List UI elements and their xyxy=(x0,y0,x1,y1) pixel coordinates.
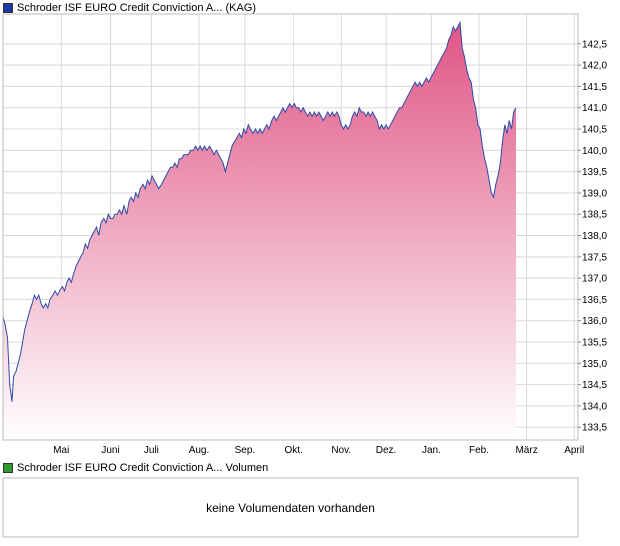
x-tick-label: Feb. xyxy=(469,445,489,456)
y-tick-label: 136,0 xyxy=(582,316,607,327)
x-tick-label: Jan. xyxy=(422,445,441,456)
y-tick-label: 134,0 xyxy=(582,401,607,412)
x-tick-label: Mai xyxy=(53,445,69,456)
price-series-line xyxy=(2,20,517,402)
y-tick-label: 138,0 xyxy=(582,231,607,242)
y-tick-label: 139,5 xyxy=(582,167,607,178)
y-tick-label: 142,0 xyxy=(582,61,607,72)
x-tick-label: Dez. xyxy=(376,445,397,456)
x-tick-label: April xyxy=(564,445,584,456)
price-legend-label: Schroder ISF EURO Credit Conviction A...… xyxy=(17,2,257,14)
price-panel-frame xyxy=(2,13,579,441)
x-tick-label: Nov. xyxy=(331,445,351,456)
x-tick-label: Juni xyxy=(101,445,119,456)
volume-empty-message: keine Volumendaten vorhanden xyxy=(3,478,578,537)
x-tick-label: Aug. xyxy=(189,445,210,456)
x-tick-label: Sep. xyxy=(235,445,256,456)
y-axis-ticks: 133,5 134,0 134,5 135,0 135,5 136,0 136,5 137,0… xyxy=(578,39,607,434)
y-tick-label: 134,5 xyxy=(582,380,607,391)
volume-legend: Schroder ISF EURO Credit Conviction A...… xyxy=(3,461,268,475)
price-legend: Schroder ISF EURO Credit Conviction A...… xyxy=(3,1,256,15)
y-tick-label: 140,5 xyxy=(582,125,607,136)
y-tick-label: 139,0 xyxy=(582,188,607,199)
y-tick-label: 142,5 xyxy=(582,39,607,50)
x-tick-label: Juli xyxy=(144,445,159,456)
y-tick-label: 141,5 xyxy=(582,82,607,93)
price-legend-swatch xyxy=(3,3,13,13)
x-axis-ticks: Mai Juni Juli Aug. Sep. Okt. Nov. Dez. Jan. Feb. M… xyxy=(53,445,584,456)
y-tick-label: 136,5 xyxy=(582,295,607,306)
y-tick-label: 137,5 xyxy=(582,252,607,263)
y-tick-label: 135,5 xyxy=(582,338,607,349)
x-tick-label: März xyxy=(515,445,537,456)
volume-empty-message-text: keine Volumendaten vorhanden xyxy=(206,500,375,515)
price-area-fill xyxy=(3,22,516,440)
y-tick-label: 135,0 xyxy=(582,359,607,370)
x-tick-label: Okt. xyxy=(284,445,302,456)
volume-legend-label: Schroder ISF EURO Credit Conviction A...… xyxy=(17,462,269,474)
volume-legend-swatch xyxy=(3,463,13,473)
y-tick-label: 141,0 xyxy=(582,103,607,114)
y-tick-label: 140,0 xyxy=(582,146,607,157)
y-tick-label: 137,0 xyxy=(582,274,607,285)
y-tick-label: 133,5 xyxy=(582,423,607,434)
volume-panel-frame xyxy=(2,477,579,538)
y-tick-label: 138,5 xyxy=(582,210,607,221)
